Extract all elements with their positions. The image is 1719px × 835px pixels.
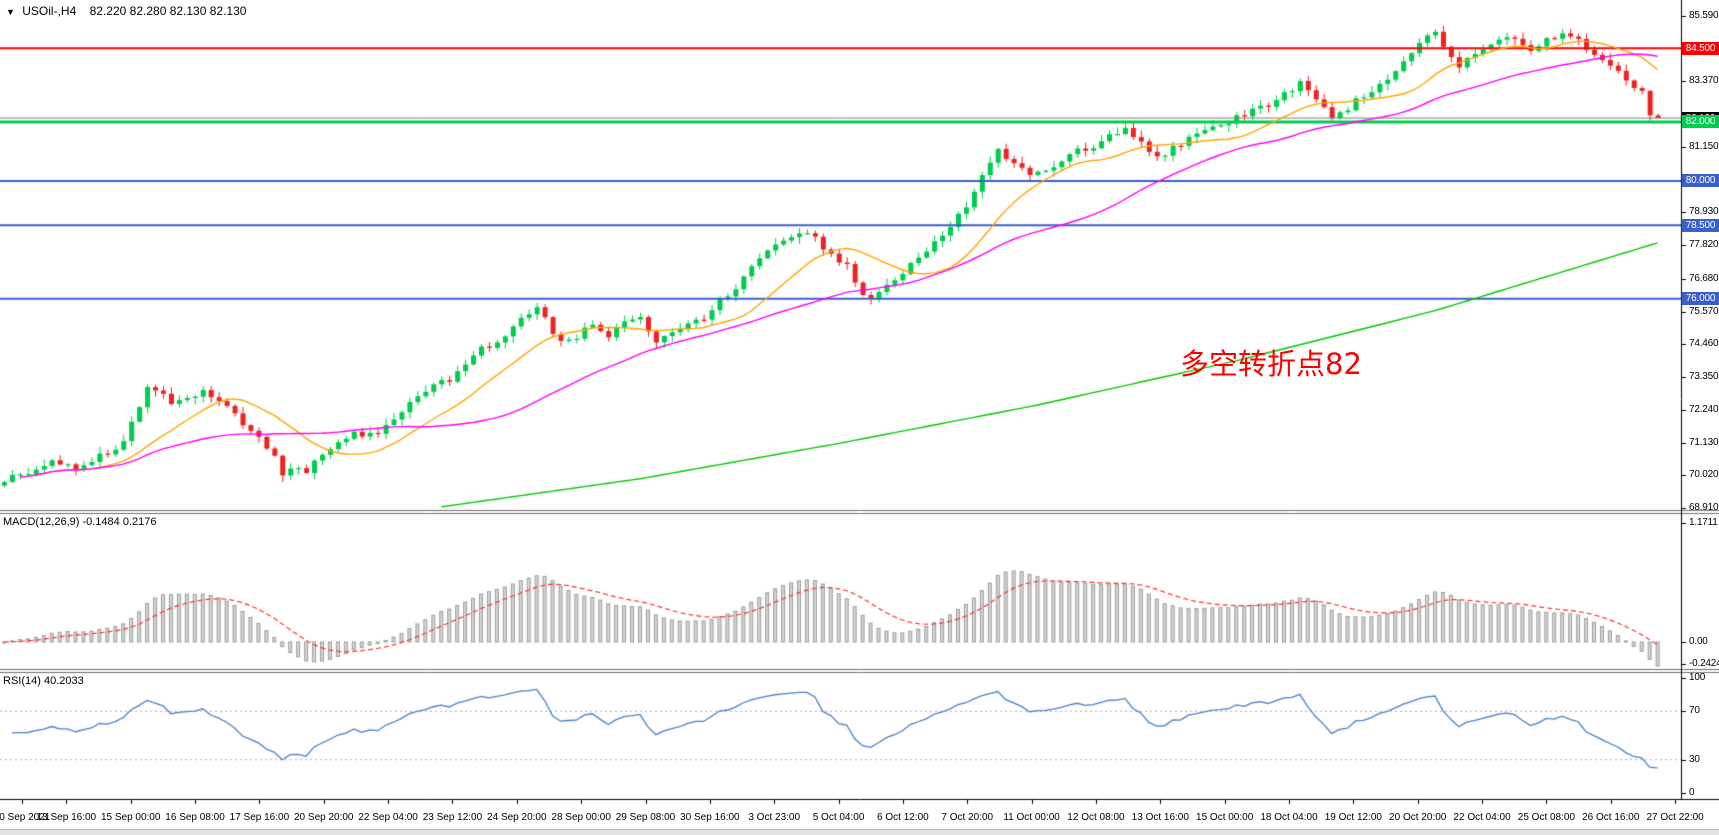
main-price-pane[interactable] xyxy=(0,0,1681,510)
price-axis[interactable] xyxy=(1681,0,1719,799)
time-axis[interactable] xyxy=(0,799,1719,829)
rsi-pane[interactable] xyxy=(0,673,1681,799)
macd-pane[interactable] xyxy=(0,515,1681,668)
symbol-dropdown-icon[interactable]: ▼ xyxy=(6,7,15,17)
